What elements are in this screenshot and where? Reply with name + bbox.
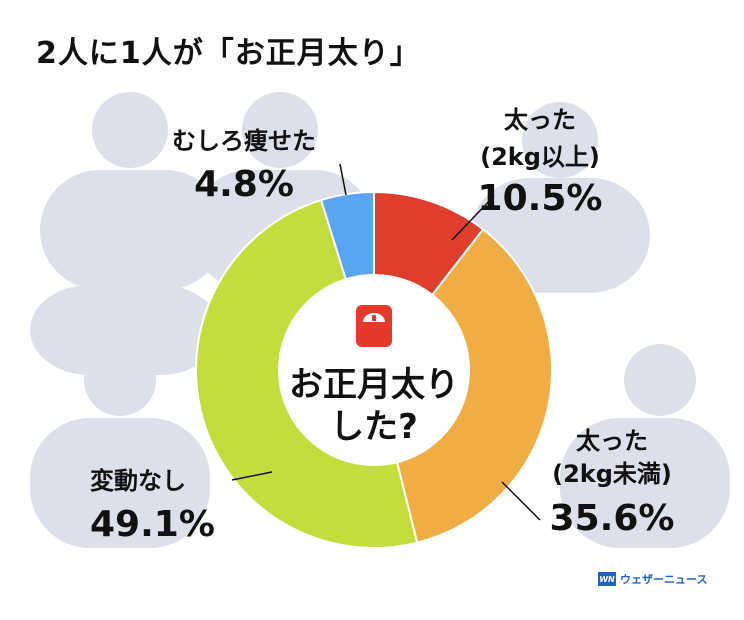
donut-hole [278, 274, 470, 466]
leader-line-3 [231, 471, 273, 481]
slice-label-2-line-2: (2kg未満) [552, 460, 672, 488]
slice-label-3-line-1: 変動なし [90, 467, 186, 495]
slice-value-label-4: 4.8% [194, 164, 294, 205]
bg-figure-body [30, 418, 210, 548]
slice-value-label-3: 49.1% [90, 504, 215, 545]
leader-line-1 [451, 195, 495, 241]
slice-label-1-line-2: (2kg以上) [480, 143, 600, 171]
slice-labels: 太った (2kg以上) 10.5% 太った (2kg未満) 35.6% 変動なし 49.1% む… [90, 106, 674, 545]
slice-label-4-line-1: むしろ痩せた [172, 127, 316, 155]
center-title-line-1: お正月太り [289, 365, 459, 405]
leader-line-4 [339, 163, 347, 196]
slice-value-label-2: 35.6% [550, 498, 675, 539]
bg-figure-head [242, 92, 318, 168]
scale-icon [356, 305, 392, 347]
slice-label-1-line-1: 太った [504, 106, 576, 134]
center-title-line-2: した? [330, 407, 418, 447]
slice-label-2-line-1: 太った [576, 427, 648, 455]
logo-text: ウェザーニュース [620, 573, 708, 586]
center-content: お正月太り した? [289, 305, 459, 447]
logo-mark: WN [598, 572, 616, 586]
weathernews-logo: WN ウェザーニュース [598, 571, 707, 587]
chart-headline: 2人に1人が「お正月太り」 [36, 36, 421, 71]
leader-line-2 [501, 481, 541, 521]
bg-figure-head [624, 344, 696, 416]
bg-figure-head [92, 92, 168, 168]
bg-figure-body [560, 418, 730, 548]
bg-figure-body [30, 285, 220, 375]
bg-figure-head [68, 218, 132, 282]
bg-figure-head [522, 102, 598, 178]
slice-value-label-1: 10.5% [478, 178, 603, 219]
